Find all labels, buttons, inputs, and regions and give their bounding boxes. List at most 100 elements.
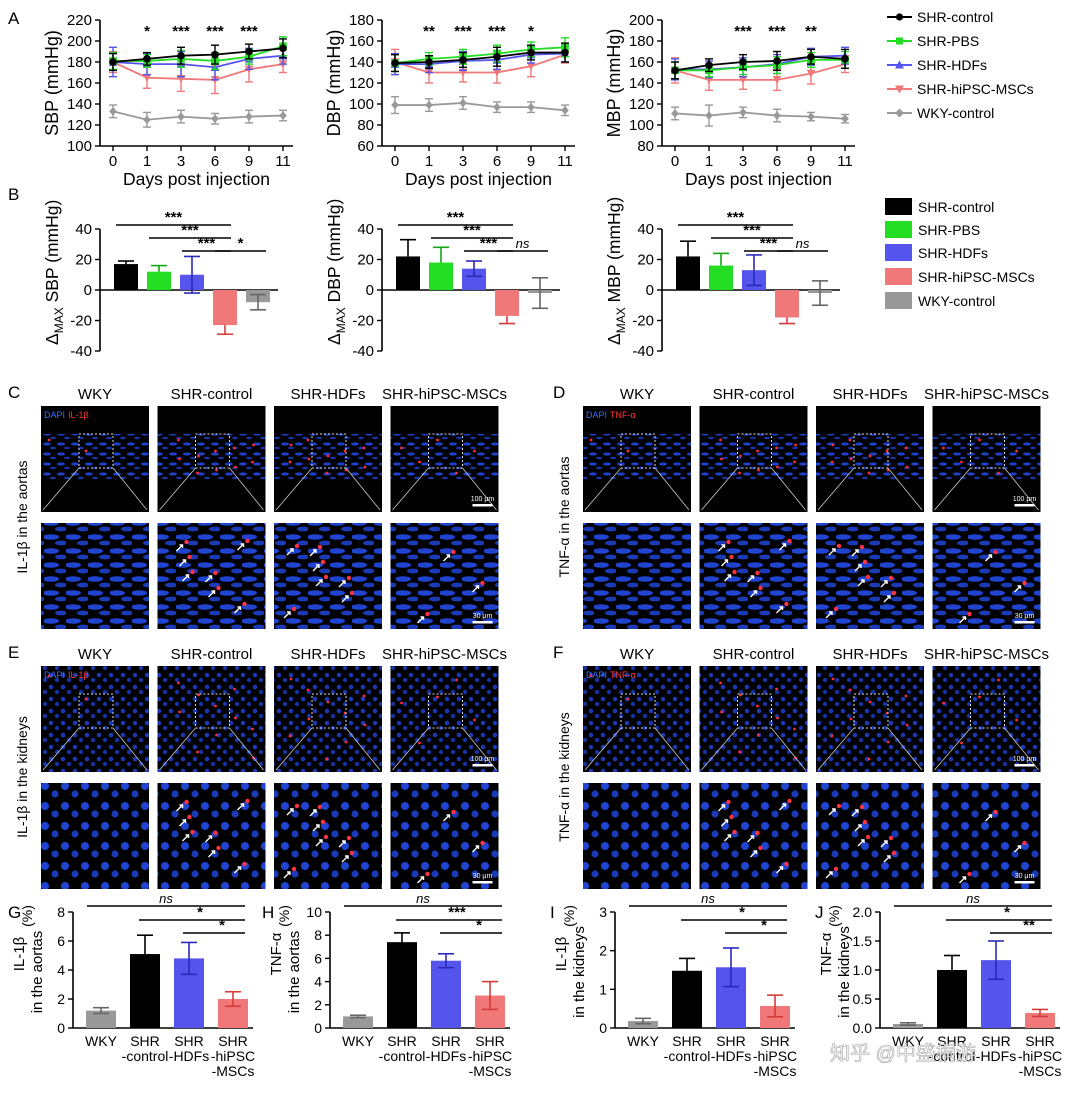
signal-dot <box>719 438 722 442</box>
x-category-label: SHR <box>1025 1033 1055 1049</box>
y-tick-label: 120 <box>629 96 654 113</box>
arrow-marker <box>208 590 216 598</box>
arrow-marker <box>237 543 245 551</box>
signal-dot <box>891 590 897 596</box>
arrow-marker <box>237 803 245 811</box>
micro-image-bottom <box>583 783 691 889</box>
x-category-label: SHR <box>174 1033 204 1049</box>
y-axis-label-part: MAX <box>52 307 66 333</box>
signal-dot <box>997 471 1000 475</box>
significance-label: *** <box>734 23 752 40</box>
tnfa-kidneys-bar-chart: 0.0 0.5 1.0 1.5 2.0 TNF-α in the kidneys(%) WKY… <box>818 891 1062 1079</box>
scalebar <box>472 764 493 767</box>
significance-label: *** <box>743 222 761 239</box>
signal-dot <box>720 457 723 461</box>
bar-shr_control <box>396 256 420 290</box>
signal-dot <box>993 549 998 555</box>
zoom-line <box>654 467 690 511</box>
signal-dot <box>738 750 741 754</box>
signal-dot <box>215 733 218 737</box>
x-tick-label: 9 <box>527 153 535 170</box>
zoom-line <box>771 467 806 511</box>
y-axis-label-part: Δ <box>604 333 624 345</box>
signal-dot <box>729 554 734 560</box>
x-category-label: SHR <box>760 1033 790 1049</box>
micro-image-bottom <box>274 523 382 629</box>
column-title: SHR-hiPSC-MSCs <box>924 646 1049 663</box>
data-point <box>807 52 815 61</box>
signal-dot <box>739 454 742 458</box>
significance-label: *** <box>181 222 199 239</box>
zoom-line <box>584 467 622 511</box>
data-point <box>739 58 747 66</box>
side-label: TNF-α in the kidneys <box>556 712 572 841</box>
signal-dot <box>196 750 199 754</box>
legend-a-item: SHR-hiPSC-MSCs <box>887 81 1034 97</box>
data-point <box>109 58 117 66</box>
signal-dot <box>325 471 329 475</box>
bar-shr_control <box>114 264 138 290</box>
bar-shr_control <box>387 942 417 1028</box>
series-line <box>394 53 566 74</box>
scalebar <box>472 881 493 884</box>
significance-label: *** <box>447 209 465 226</box>
data-point <box>279 44 287 53</box>
series-line <box>113 45 284 62</box>
data-point <box>459 98 467 108</box>
y-tick-label: 2 <box>314 997 322 1013</box>
data-point <box>459 56 467 64</box>
column-title: WKY <box>620 646 654 663</box>
signal-dot <box>197 693 200 697</box>
roi-box <box>78 433 114 469</box>
arrow-marker <box>338 580 346 588</box>
significance-label: ns <box>159 891 173 906</box>
arrow-marker <box>312 564 320 572</box>
y-axis-label-part: Δ <box>42 333 62 345</box>
arrow-marker <box>205 575 213 583</box>
data-point <box>425 100 433 110</box>
x-category-label: -control <box>379 1048 426 1064</box>
significance-label: *** <box>172 23 190 40</box>
scalebar <box>1014 621 1035 624</box>
scalebar-label: 100 μm <box>471 496 495 503</box>
arrow-marker <box>309 809 317 817</box>
arrow-marker <box>179 819 187 827</box>
side-label: TNF-α in the aortas <box>556 457 572 578</box>
zoom-line <box>42 727 80 771</box>
panel-letter-i: I <box>550 903 555 922</box>
signal-dot <box>849 457 853 461</box>
x-axis-label: Days post injection <box>405 169 552 189</box>
y-tick-label: 10 <box>306 904 322 920</box>
signal-dot <box>187 554 192 560</box>
arrow-marker <box>776 866 784 874</box>
signal-dot <box>784 601 789 607</box>
series-line <box>112 110 284 121</box>
arrow-marker <box>854 824 862 832</box>
y-tick-label: 4 <box>57 962 65 978</box>
y-tick-label: 4 <box>314 974 322 990</box>
significance-label: *** <box>768 23 786 40</box>
signal-dot <box>729 814 734 820</box>
series-line <box>674 63 846 81</box>
data-point <box>705 111 713 120</box>
y-tick-label: 220 <box>67 12 92 29</box>
tissue-field <box>699 666 808 772</box>
y-tick-label: 0 <box>84 282 92 299</box>
signal-dot <box>288 460 292 464</box>
signal-dot <box>320 819 326 825</box>
zoom-line <box>275 467 313 511</box>
stain-label-dapi: DAPI <box>586 410 607 420</box>
mbp-line-chart: 80 100 120 140 160 180 200 0 1 3 6 9 11 Days post inj… <box>604 12 855 189</box>
x-category-label: -control <box>929 1048 976 1064</box>
column-title: SHR-hiPSC-MSCs <box>924 386 1049 403</box>
signal-dot <box>326 700 330 704</box>
y-tick-label: 0 <box>314 1020 322 1036</box>
roi-box <box>737 433 772 469</box>
data-point <box>211 50 219 59</box>
x-tick-label: 3 <box>739 153 747 170</box>
column-title: WKY <box>78 386 112 403</box>
signal-dot <box>867 471 871 475</box>
stain-label-target: TNF-α <box>610 670 636 680</box>
series-shr_pbs <box>109 36 287 71</box>
x-category-label: -hiPSC <box>211 1048 255 1064</box>
